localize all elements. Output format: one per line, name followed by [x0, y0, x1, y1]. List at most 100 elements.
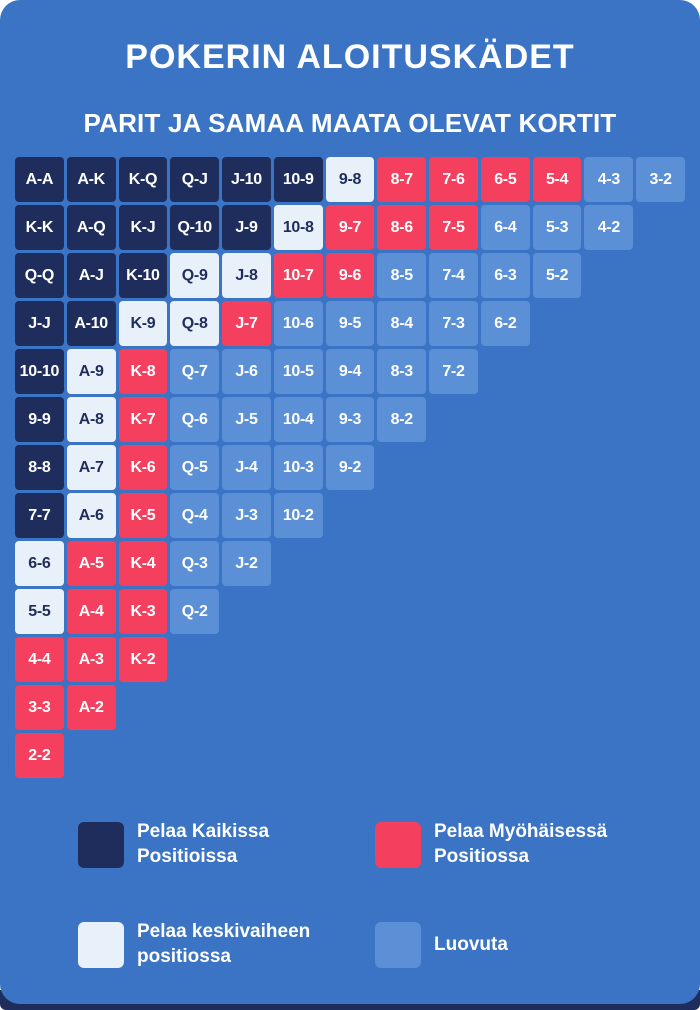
hand-cell-8-2: 8-2 — [377, 397, 427, 442]
legend-item-all: Pelaa Kaikissa Positioissa — [78, 820, 375, 869]
hand-cell-9-8: 9-8 — [325, 157, 375, 202]
hand-cell-10-5: 10-5 — [273, 349, 323, 394]
hand-cell-5-2: 5-2 — [532, 253, 582, 298]
legend-swatch-middle — [78, 922, 124, 969]
hand-cell-7-6: 7-6 — [429, 157, 478, 202]
legend: Pelaa Kaikissa Positioissa Pelaa Myöhäise… — [78, 820, 638, 970]
legend-swatch-late — [375, 821, 421, 868]
hand-cell-4-3: 4-3 — [584, 157, 634, 202]
hand-cell-8-4: 8-4 — [377, 301, 427, 346]
hand-cell-Q-7: Q-7 — [170, 349, 220, 394]
hand-cell-4-2: 4-2 — [584, 205, 634, 250]
hand-cell-Q-2: Q-2 — [170, 589, 220, 634]
hand-cell-J-10: J-10 — [222, 157, 271, 202]
legend-item-late: Pelaa Myöhäisessä Positiossa — [375, 820, 638, 869]
hand-cell-6-6: 6-6 — [15, 541, 64, 586]
hand-cell-9-2: 9-2 — [325, 445, 375, 490]
hand-cell-J-J: J-J — [15, 301, 64, 346]
hand-cell-3-2: 3-2 — [636, 157, 685, 202]
hand-cell-7-4: 7-4 — [429, 253, 478, 298]
hand-cell-10-6: 10-6 — [273, 301, 323, 346]
legend-item-middle: Pelaa keskivaiheen positiossa — [78, 920, 375, 969]
hand-cell-9-4: 9-4 — [325, 349, 375, 394]
hand-cell-8-5: 8-5 — [377, 253, 427, 298]
hand-cell-6-3: 6-3 — [480, 253, 530, 298]
hand-cell-2-2: 2-2 — [15, 733, 64, 778]
hand-cell-Q-4: Q-4 — [170, 493, 220, 538]
hand-cell-J-5: J-5 — [222, 397, 271, 442]
hand-cell-K-8: K-8 — [118, 349, 168, 394]
hand-cell-8-3: 8-3 — [377, 349, 427, 394]
hand-cell-Q-9: Q-9 — [170, 253, 220, 298]
hand-cell-10-10: 10-10 — [15, 349, 64, 394]
hand-cell-10-4: 10-4 — [273, 397, 323, 442]
hand-cell-J-7: J-7 — [222, 301, 271, 346]
hand-cell-7-2: 7-2 — [429, 349, 478, 394]
hand-cell-Q-5: Q-5 — [170, 445, 220, 490]
hand-cell-K-5: K-5 — [118, 493, 168, 538]
hand-cell-5-3: 5-3 — [532, 205, 582, 250]
hand-cell-9-6: 9-6 — [325, 253, 375, 298]
page-title: POKERIN ALOITUSKÄDET — [125, 38, 575, 76]
legend-swatch-fold — [375, 922, 421, 969]
hand-cell-A-6: A-6 — [66, 493, 116, 538]
hand-cell-5-5: 5-5 — [15, 589, 64, 634]
hand-cell-6-4: 6-4 — [480, 205, 530, 250]
hand-cell-Q-3: Q-3 — [170, 541, 220, 586]
hand-cell-J-3: J-3 — [222, 493, 271, 538]
hand-cell-10-7: 10-7 — [273, 253, 323, 298]
hand-cell-K-10: K-10 — [118, 253, 168, 298]
hand-cell-9-9: 9-9 — [15, 397, 64, 442]
hand-cell-9-3: 9-3 — [325, 397, 375, 442]
hand-cell-Q-6: Q-6 — [170, 397, 220, 442]
hand-cell-J-2: J-2 — [222, 541, 271, 586]
hand-cell-Q-10: Q-10 — [170, 205, 220, 250]
hand-cell-Q-J: Q-J — [170, 157, 220, 202]
hand-cell-Q-8: Q-8 — [170, 301, 220, 346]
hand-cell-K-2: K-2 — [118, 637, 168, 682]
hand-cell-4-4: 4-4 — [15, 637, 64, 682]
hand-cell-8-6: 8-6 — [377, 205, 427, 250]
hand-cell-A-10: A-10 — [66, 301, 116, 346]
hand-cell-J-9: J-9 — [222, 205, 271, 250]
hand-cell-10-2: 10-2 — [273, 493, 323, 538]
legend-swatch-all — [78, 821, 124, 868]
hand-cell-5-4: 5-4 — [532, 157, 582, 202]
hand-cell-K-4: K-4 — [118, 541, 168, 586]
hand-cell-10-9: 10-9 — [273, 157, 323, 202]
hand-cell-9-7: 9-7 — [325, 205, 375, 250]
hand-cell-A-5: A-5 — [66, 541, 116, 586]
hands-grid: A-A A-K K-Q Q-J J-10 10-9 9-8 8-7 7-6 6-5 5-4 4-3 3-… — [15, 157, 685, 778]
hand-cell-10-3: 10-3 — [273, 445, 323, 490]
hand-cell-J-4: J-4 — [222, 445, 271, 490]
hand-cell-3-3: 3-3 — [15, 685, 64, 730]
hand-cell-7-3: 7-3 — [429, 301, 478, 346]
hand-cell-K-7: K-7 — [118, 397, 168, 442]
hand-cell-6-5: 6-5 — [480, 157, 530, 202]
legend-item-fold: Luovuta — [375, 920, 638, 969]
hand-cell-A-Q: A-Q — [66, 205, 116, 250]
legend-label-fold: Luovuta — [434, 933, 508, 955]
hand-cell-A-7: A-7 — [66, 445, 116, 490]
hand-cell-7-5: 7-5 — [429, 205, 478, 250]
hand-cell-K-9: K-9 — [118, 301, 168, 346]
hand-cell-K-Q: K-Q — [118, 157, 168, 202]
legend-label-middle: Pelaa keskivaiheen positiossa — [137, 921, 311, 968]
hand-cell-7-7: 7-7 — [15, 493, 64, 538]
hand-cell-6-2: 6-2 — [480, 301, 530, 346]
hand-cell-A-4: A-4 — [66, 589, 116, 634]
hand-cell-Q-Q: Q-Q — [15, 253, 64, 298]
page-subtitle: PARIT JA SAMAA MAATA OLEVAT KORTIT — [83, 108, 617, 138]
legend-label-late: Pelaa Myöhäisessä Positiossa — [434, 821, 608, 867]
hand-cell-A-3: A-3 — [66, 637, 116, 682]
hand-cell-8-8: 8-8 — [15, 445, 64, 490]
hand-cell-9-5: 9-5 — [325, 301, 375, 346]
hand-cell-K-3: K-3 — [118, 589, 168, 634]
hand-cell-A-K: A-K — [66, 157, 116, 202]
hand-cell-K-K: K-K — [15, 205, 64, 250]
hand-cell-A-9: A-9 — [66, 349, 116, 394]
hand-cell-A-J: A-J — [66, 253, 116, 298]
legend-label-all: Pelaa Kaikissa Positioissa — [137, 821, 270, 867]
hand-cell-8-7: 8-7 — [377, 157, 427, 202]
